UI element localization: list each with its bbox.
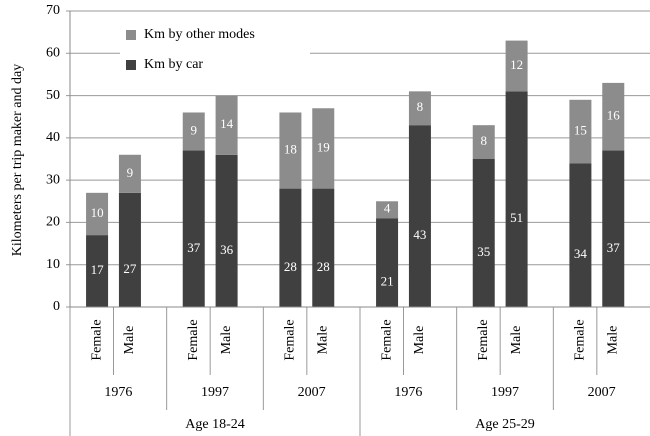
data-label: 14 [220,116,234,131]
year-label: 1997 [201,385,229,400]
bar-segment [182,150,205,307]
x-tick-label: Female [476,319,491,360]
x-tick-label: Female [186,319,201,360]
data-label: 43 [413,227,426,242]
data-label: 37 [607,240,621,255]
y-axis-label: Kilometers per trip maker and day [10,64,25,256]
bar-segment [118,154,141,193]
data-label: 12 [510,57,523,72]
bar-segment [505,91,528,307]
legend-label: Km by car [144,57,203,72]
bar-segment [215,95,238,155]
y-tick-label: 30 [46,172,60,187]
legend-swatch [126,30,136,40]
bar-segment [602,150,625,307]
x-tick-label: Male [122,326,137,355]
bar-segment [312,188,335,307]
bar-segment [86,235,109,307]
bar-segment [376,218,399,307]
bar-segment [408,125,431,308]
bar-segment [569,99,592,164]
data-label: 34 [574,246,588,261]
legend-swatch [126,60,136,70]
age-label: Age 25-29 [475,417,535,432]
x-tick-label: Male [605,326,620,355]
data-label: 10 [91,205,104,220]
data-label: 18 [284,142,297,157]
data-label: 8 [480,133,487,148]
y-tick-label: 50 [46,88,60,103]
bar-segment [376,201,399,219]
data-label: 17 [91,262,105,277]
y-tick-label: 20 [46,215,60,230]
year-label: 1976 [394,385,422,400]
bar-segment [472,159,495,307]
bar-segment [279,112,302,189]
bar-segment [505,40,528,92]
x-tick-label: Female [573,319,588,360]
data-label: 4 [384,201,391,216]
x-tick-label: Male [412,326,427,355]
year-label: 2007 [588,385,616,400]
bar-segment [182,112,205,151]
y-tick-label: 0 [53,299,60,314]
bar-segment [279,188,302,307]
y-tick-label: 60 [46,46,60,61]
x-tick-label: Male [315,326,330,355]
data-label: 15 [574,122,587,137]
data-label: 28 [317,259,330,274]
data-label: 21 [381,274,394,289]
year-label: 2007 [298,385,326,400]
x-tick-label: Male [219,326,234,355]
age-label: Age 18-24 [185,417,245,432]
legend-box [120,22,310,80]
x-tick-label: Female [379,319,394,360]
x-tick-label: Male [509,326,524,355]
y-tick-label: 70 [46,3,60,18]
bar-segment [118,192,141,307]
y-tick-label: 40 [46,130,60,145]
year-label: 1997 [491,385,519,400]
data-label: 28 [284,259,297,274]
data-label: 37 [187,240,201,255]
bar-segment [602,82,625,151]
data-label: 36 [220,242,234,257]
year-label: 1976 [104,385,132,400]
bar-segment [569,163,592,307]
bar-segment [86,192,109,236]
data-label: 19 [317,139,330,154]
data-label: 16 [607,108,621,123]
data-label: 9 [127,165,134,180]
bar-segment [408,91,431,126]
data-label: 35 [477,244,490,259]
bar-segment [215,154,238,307]
data-label: 27 [123,261,137,276]
data-label: 9 [190,122,197,137]
bar-segment [472,125,495,159]
data-label: 51 [510,210,523,225]
x-tick-label: Female [283,319,298,360]
data-label: 8 [417,99,424,114]
x-tick-label: Female [89,319,104,360]
bar-segment [312,108,335,189]
legend-label: Km by other modes [144,27,255,42]
y-tick-label: 10 [46,257,60,272]
